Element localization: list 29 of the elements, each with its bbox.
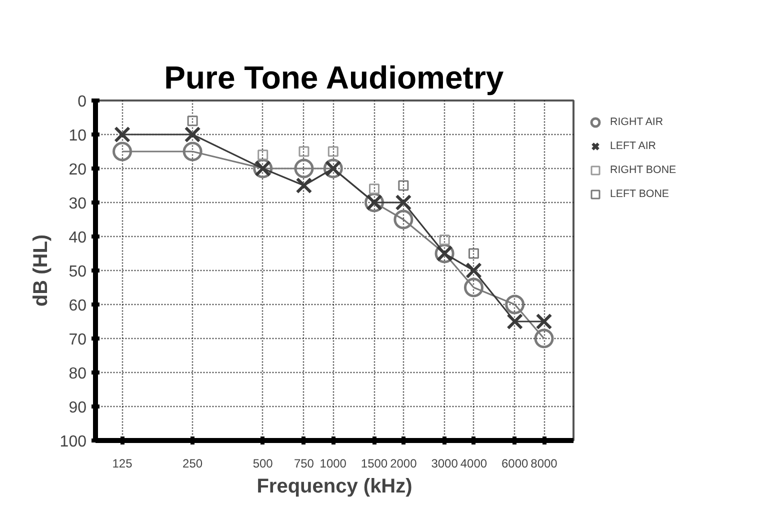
y-tick-label: 10 [68, 128, 87, 144]
x-tick-label: 125 [112, 456, 133, 470]
x-tick-label: 3000 [431, 456, 458, 470]
x-tick-label: 500 [252, 456, 274, 470]
x-tick-label: 6000 [501, 456, 529, 470]
y-tick-label: 50 [68, 264, 87, 280]
x-tick-label: 4000 [460, 456, 488, 470]
chart-title: Pure Tone Audiometry [164, 60, 504, 96]
x-tick-label: 1000 [320, 456, 347, 470]
legend-label: RIGHT BONE [610, 164, 676, 176]
y-tick-label: 100 [60, 434, 87, 450]
x-tick-label: 750 [294, 456, 314, 470]
legend-label: RIGHT AIR [610, 116, 664, 128]
legend-label: LEFT BONE [610, 188, 670, 200]
y-tick-label: 0 [78, 94, 87, 110]
x-tick-label: 1500 [360, 456, 388, 470]
x-axis-title: Frequency (kHz) [256, 476, 412, 498]
y-axis-title: dB (HL) [30, 234, 52, 307]
y-tick-label: 30 [68, 196, 87, 212]
y-tick-label: 80 [68, 366, 87, 382]
x-tick-label: 8000 [530, 456, 558, 470]
legend-label: LEFT AIR [610, 140, 656, 152]
y-tick-label: 40 [68, 230, 87, 246]
y-tick-label: 90 [68, 400, 87, 416]
x-tick-label: 2000 [390, 456, 418, 470]
x-tick-label: 250 [182, 456, 203, 470]
y-tick-label: 70 [68, 332, 87, 348]
y-tick-label: 20 [68, 162, 87, 178]
y-tick-label: 60 [68, 298, 87, 314]
